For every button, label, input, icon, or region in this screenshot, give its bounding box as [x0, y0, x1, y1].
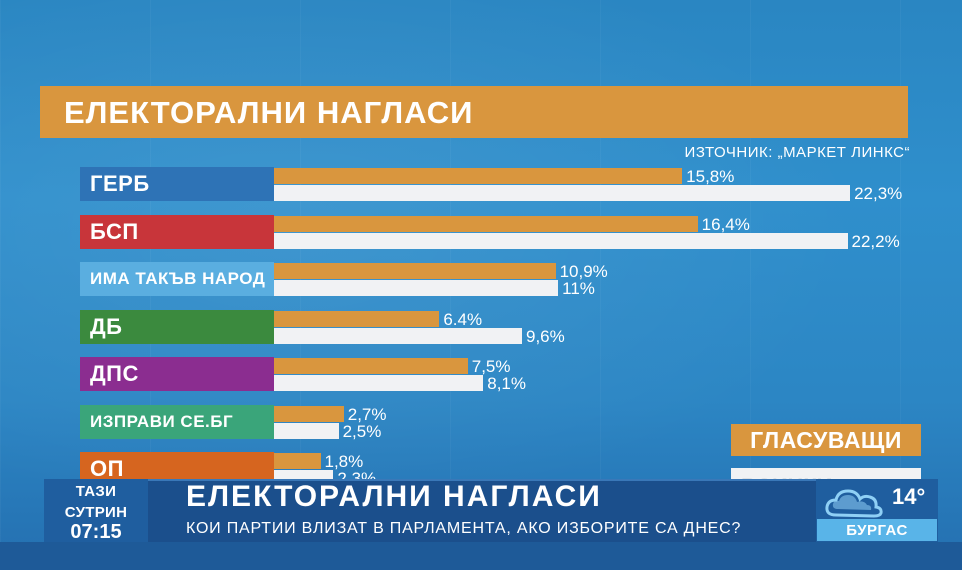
show-logo: ТАЗИ СУТРИН 07:15	[44, 479, 148, 543]
bar-voters	[274, 405, 344, 422]
bar-voters	[274, 215, 698, 232]
legend-title: ГЛАСУВАЩИ	[731, 424, 921, 456]
chart-title: ЕЛЕКТОРАЛНИ НАГЛАСИ	[40, 86, 908, 138]
data-label: 2,3%	[337, 469, 377, 480]
bar-all	[274, 422, 339, 439]
bar-voters	[274, 453, 321, 469]
data-label: 22,3%	[854, 184, 903, 203]
party-label: ГЕРБ	[80, 167, 274, 201]
city-label: БУРГАС	[817, 519, 937, 541]
ticker-subheadline: КОИ ПАРТИИ ВЛИЗАТ В ПАРЛАМЕНТА, АКО ИЗБО…	[186, 520, 742, 537]
bar-voters	[274, 358, 468, 374]
party-label: БСП	[80, 214, 274, 249]
data-label: 8,1%	[487, 374, 526, 393]
data-label: 7,5%	[471, 357, 511, 376]
party-label: ДБ	[80, 309, 274, 344]
data-label: 6.4%	[443, 309, 483, 329]
bar-all	[274, 185, 851, 201]
data-label: 1,8%	[324, 452, 364, 471]
bar-voters	[274, 310, 440, 327]
party-label: ОП	[80, 452, 274, 480]
show-name-line2: СУТРИН	[64, 504, 128, 521]
bar-chart: ГЕРБ 15,8% 22,3% БСП 16,4% 22,2% ИМА ТАКЪВ НАР…	[80, 167, 903, 480]
data-label: 15,8%	[686, 167, 735, 186]
show-name-line1: ТАЗИ	[75, 483, 117, 500]
temperature: 14°	[892, 484, 926, 509]
bottom-band	[0, 542, 962, 570]
data-label: 22,2%	[851, 231, 900, 251]
data-label: 2,7%	[347, 404, 387, 424]
bar-voters	[274, 263, 556, 279]
bar-all	[274, 280, 559, 296]
bar-voters	[274, 168, 683, 184]
data-label: 16,4%	[701, 214, 750, 234]
data-label: 2,5%	[342, 421, 382, 441]
data-label: 10,9%	[559, 262, 608, 281]
party-label: ИМА ТАКЪВ НАРОД	[80, 262, 274, 296]
news-ticker	[44, 479, 938, 542]
clock-time: 07:15	[70, 521, 122, 543]
cloud-icon	[825, 489, 883, 518]
party-label: ДПС	[80, 357, 274, 391]
bar-all	[274, 327, 522, 344]
source-label: ИЗТОЧНИК: „МАРКЕТ ЛИНКС“	[684, 144, 910, 161]
data-label: 11%	[562, 279, 595, 298]
bar-all	[274, 232, 848, 249]
ticker-headline: ЕЛЕКТОРАЛНИ НАГЛАСИ	[186, 480, 602, 513]
bar-all	[274, 470, 334, 480]
bar-all	[274, 375, 484, 391]
data-label: 9,6%	[526, 326, 565, 346]
party-label: ИЗПРАВИ СЕ.БГ	[80, 404, 274, 439]
